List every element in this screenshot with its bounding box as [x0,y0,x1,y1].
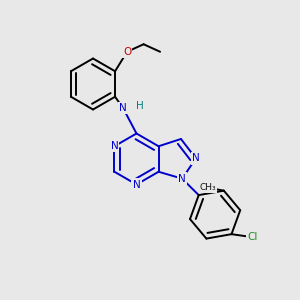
Text: Cl: Cl [247,232,258,242]
Text: N: N [192,153,200,164]
Text: N: N [133,179,140,190]
Text: N: N [178,174,186,184]
Text: N: N [110,141,118,151]
Text: O: O [123,47,131,57]
Text: CH₃: CH₃ [199,183,216,192]
Text: N: N [119,103,127,113]
Text: H: H [136,100,143,111]
